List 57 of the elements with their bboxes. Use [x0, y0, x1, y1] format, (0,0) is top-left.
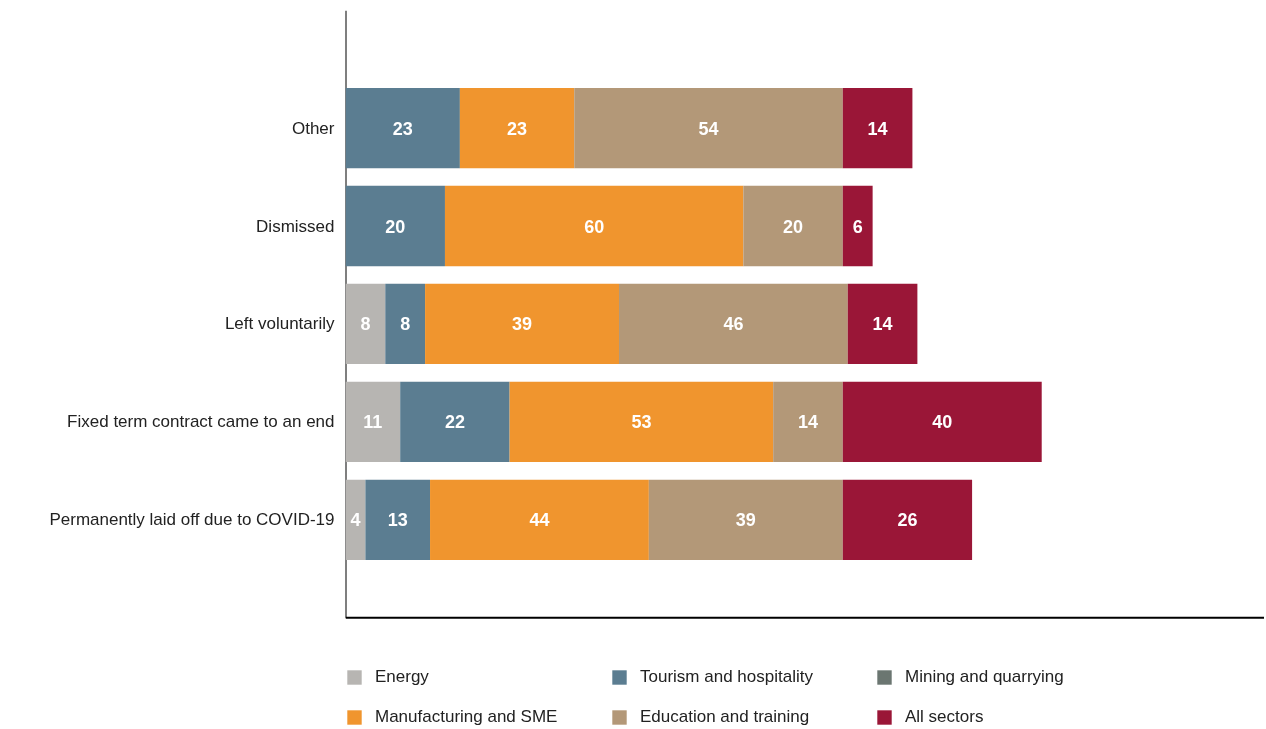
data-label: 53 — [631, 412, 652, 433]
y-tick-label: Permanently laid off due to COVID-19 — [49, 510, 335, 530]
bar — [385, 283, 426, 365]
bar — [842, 87, 913, 169]
bar — [365, 479, 431, 561]
bar — [648, 479, 843, 561]
bar — [425, 283, 620, 365]
bar — [574, 87, 843, 169]
y-tick-label: Dismissed — [256, 216, 335, 236]
bar — [509, 381, 774, 463]
data-label: 8 — [400, 314, 411, 335]
bar — [430, 479, 649, 561]
bar — [345, 283, 386, 365]
data-label: 14 — [797, 412, 818, 433]
bar — [773, 381, 843, 463]
bar — [459, 87, 575, 169]
y-tick-label: Other — [291, 118, 335, 138]
data-label: 23 — [507, 118, 528, 139]
data-label: 11 — [363, 412, 383, 433]
legend-label: Manufacturing and SME — [375, 707, 559, 727]
bar — [847, 283, 918, 365]
bar — [345, 87, 460, 169]
data-label: 20 — [385, 216, 406, 237]
legend-label: Tourism and hospitality — [640, 667, 814, 687]
bar — [842, 185, 873, 267]
bar — [842, 479, 973, 561]
legend-label: Education and training — [640, 707, 811, 727]
data-label: 44 — [529, 510, 550, 531]
data-label: 4 — [350, 510, 361, 531]
bar — [345, 185, 445, 267]
bar — [345, 381, 401, 463]
y-tick-label: Left voluntarily — [224, 314, 335, 334]
data-label: 23 — [392, 118, 413, 139]
data-label: 6 — [852, 216, 863, 237]
bar — [619, 283, 848, 365]
bar — [345, 479, 366, 561]
data-label: 26 — [897, 510, 918, 531]
data-label: 39 — [512, 314, 533, 335]
data-label: 13 — [387, 510, 408, 531]
data-label: 60 — [584, 216, 605, 237]
y-tick-label: Fixed term contract came to an end — [67, 412, 335, 432]
data-label: 22 — [444, 412, 465, 433]
data-label: 14 — [872, 314, 893, 335]
data-label: 8 — [360, 314, 371, 335]
legend-label: Energy — [375, 667, 430, 687]
data-label: 14 — [867, 118, 888, 139]
bar — [842, 381, 1042, 463]
data-label: 46 — [723, 314, 744, 335]
data-label: 39 — [735, 510, 756, 531]
legend-label: All sectors — [905, 707, 985, 727]
bar — [743, 185, 843, 267]
bar — [400, 381, 510, 463]
bar — [444, 185, 744, 267]
data-label: 40 — [932, 412, 953, 433]
legend-label: Mining and quarrying — [905, 667, 1065, 687]
data-label: 54 — [698, 118, 719, 139]
data-label: 20 — [783, 216, 804, 237]
